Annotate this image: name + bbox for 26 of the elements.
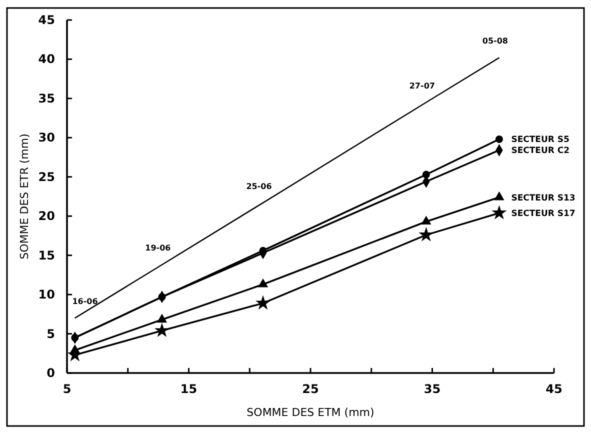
y-tick-label: 5 — [46, 326, 55, 341]
series-label: SECTEUR C2 — [511, 146, 570, 156]
series-label: SECTEUR S17 — [511, 208, 576, 219]
y-tick-label: 30 — [38, 130, 55, 145]
y-tick-label: 25 — [38, 170, 55, 184]
annotation: 19-06 — [145, 244, 172, 253]
x-tick-label: 5 — [62, 382, 72, 396]
y-tick-label: 0 — [46, 366, 55, 380]
x-tick-label: 15 — [180, 382, 198, 396]
series-label: SECTEUR S5 — [511, 135, 570, 146]
series-label: SECTEUR S13 — [511, 193, 576, 204]
annotation: 05-08 — [482, 36, 508, 46]
y-tick-label: 20 — [38, 209, 55, 224]
x-tick-label: 45 — [546, 382, 562, 396]
y-tick-label: 10 — [38, 288, 55, 302]
annotation: 16-06 — [72, 297, 98, 306]
annotation: 25-06 — [246, 182, 272, 191]
y-tick-label: 45 — [38, 13, 55, 27]
x-tick-label: 35 — [424, 382, 441, 396]
y-tick-label: 35 — [38, 91, 55, 106]
y-axis-title: SOMME DES ETR (mm) — [18, 134, 31, 260]
y-tick-label: 40 — [38, 52, 55, 66]
y-tick-label: 15 — [38, 248, 55, 262]
annotation: 27-07 — [409, 81, 435, 90]
x-tick-label: 25 — [302, 382, 319, 396]
x-axis-title: SOMME DES ETM (mm) — [246, 406, 374, 419]
